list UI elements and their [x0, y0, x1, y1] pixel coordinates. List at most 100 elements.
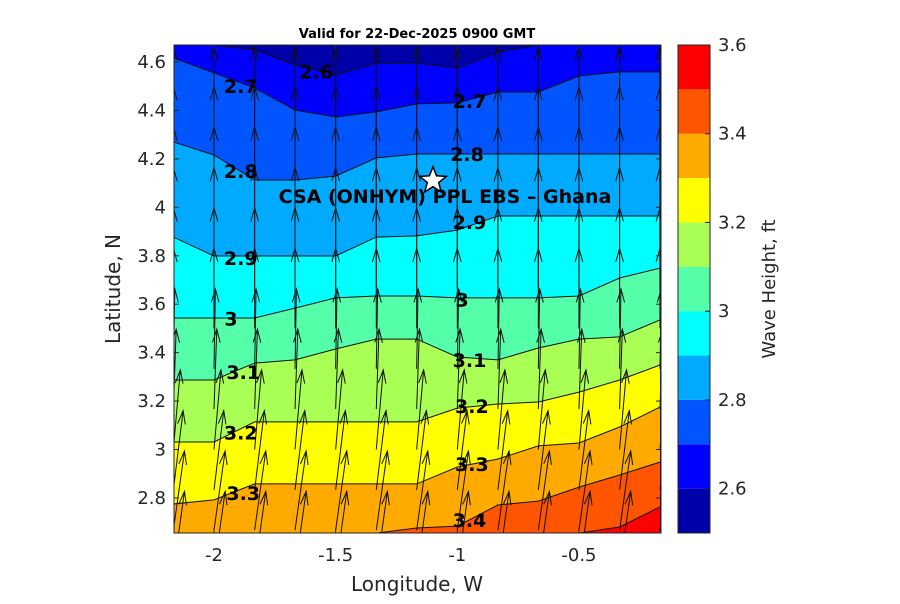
colorbar-swatch-2.5: [678, 488, 710, 533]
contour-label: 2.8: [224, 161, 258, 183]
vector-head: [543, 449, 552, 465]
colorbar-swatch-3.1: [678, 222, 710, 267]
colorbar-swatch-3.3: [678, 133, 710, 179]
vector-head: [575, 287, 585, 303]
vector-head: [178, 489, 187, 506]
vector-head: [381, 449, 390, 465]
vector-head: [624, 489, 634, 506]
vector-shaft: [213, 369, 222, 450]
vector-head: [339, 408, 349, 425]
vector-shaft: [218, 491, 226, 533]
vector-head: [501, 408, 511, 425]
vector-head: [617, 327, 627, 343]
vector-head: [296, 368, 306, 384]
vector-shaft: [335, 450, 348, 531]
vector-head: [414, 327, 424, 343]
vector-head: [251, 287, 261, 303]
vector-shaft: [335, 288, 338, 369]
vector-shaft: [174, 369, 181, 449]
site-marker: CSA (ONHYM) PPL EBS – Ghana: [279, 164, 611, 208]
vector-head: [623, 408, 633, 425]
contour-label: 3: [224, 309, 237, 331]
vector-shaft: [294, 288, 297, 369]
vector-head: [665, 451, 673, 465]
y-tick-label: 3.2: [137, 391, 166, 412]
vector-head: [374, 327, 383, 343]
vector-shaft: [583, 491, 591, 533]
vector-head: [174, 47, 178, 61]
vector-head: [461, 408, 470, 425]
vector-head: [495, 327, 505, 343]
vector-head: [621, 368, 630, 384]
contour-label: 2.7: [224, 76, 258, 98]
y-tick-label: 4.2: [137, 149, 166, 170]
vector-shaft: [294, 410, 306, 491]
vector-shaft: [254, 450, 267, 531]
vector-head: [178, 449, 187, 465]
vector-head: [656, 288, 661, 303]
colorbar: 2.6 2.8 3 3.2 3.4 3.6: [677, 35, 747, 534]
vector-head: [299, 449, 309, 465]
vector-head: [337, 368, 346, 384]
vector-head: [215, 368, 225, 384]
vector-head: [664, 411, 672, 425]
vector-head: [421, 489, 431, 506]
vector-shaft: [578, 329, 583, 410]
vector-head: [174, 208, 178, 222]
vector-shaft: [660, 491, 671, 570]
colorbar-tick-label: 3.6: [718, 35, 747, 56]
vector-shaft: [294, 450, 307, 531]
vector-shaft: [462, 491, 469, 533]
vector-head: [377, 368, 387, 384]
chart-title: Valid for 22-Dec-2025 0900 GMT: [299, 27, 536, 42]
contour-line-3.3: [174, 406, 661, 505]
y-axis: 2.8 3 3.2 3.4 3.6 3.8 4 4.2 4.4 4.6: [137, 52, 661, 509]
vector-shaft: [375, 369, 384, 450]
vector-head: [174, 287, 179, 303]
vector-head: [372, 6, 380, 19]
vector-head: [333, 327, 343, 343]
contour-label: 2.7: [453, 91, 487, 113]
vector-shaft: [619, 369, 628, 450]
vector-shaft: [254, 369, 263, 450]
vector-shaft: [375, 410, 387, 491]
vector-shaft: [619, 450, 632, 531]
colorbar-tick-label: 3.2: [718, 212, 747, 233]
vector-shaft: [254, 329, 258, 410]
vector-shaft: [619, 410, 630, 491]
vector-shaft: [174, 329, 177, 406]
vector-head: [539, 368, 549, 384]
vector-shaft: [174, 450, 185, 530]
vector-shaft: [416, 450, 429, 531]
vector-shaft: [537, 329, 542, 410]
contour-labels: 2.6 2.7 2.7 2.8 2.8 2.9 2.9 3 3 3.1 3.1 3.2 3.2 3.3 3.…: [224, 62, 489, 532]
vector-shaft: [456, 410, 468, 491]
contour-band-3.4: [377, 462, 660, 533]
vector-head: [291, 287, 301, 303]
vector-shaft: [456, 329, 461, 410]
vector-head: [535, 287, 544, 303]
vector-head: [543, 489, 552, 506]
contour-label: 3.2: [455, 396, 489, 418]
colorbar-swatch-3.5: [678, 45, 710, 90]
vector-shaft: [213, 288, 216, 369]
vector-head: [494, 287, 504, 303]
vector-head: [174, 127, 178, 141]
vector-head: [211, 327, 221, 343]
vector-head: [256, 368, 265, 384]
vector-head: [583, 489, 593, 506]
vector-shaft: [416, 369, 425, 450]
vector-head: [174, 327, 181, 343]
colorbar-swatch-2.7: [678, 399, 710, 445]
contour-label: 3.1: [453, 350, 487, 372]
colorbar-swatch-2.9: [678, 311, 710, 356]
vector-head: [582, 408, 592, 425]
vector-head: [502, 489, 512, 506]
vector-shaft: [213, 410, 225, 491]
vector-shaft: [537, 450, 550, 531]
vector-shaft: [456, 288, 460, 369]
vector-shaft: [254, 288, 257, 369]
vector-shaft: [624, 491, 632, 533]
contour-label: 3.1: [226, 362, 260, 384]
vector-head: [169, 6, 177, 19]
